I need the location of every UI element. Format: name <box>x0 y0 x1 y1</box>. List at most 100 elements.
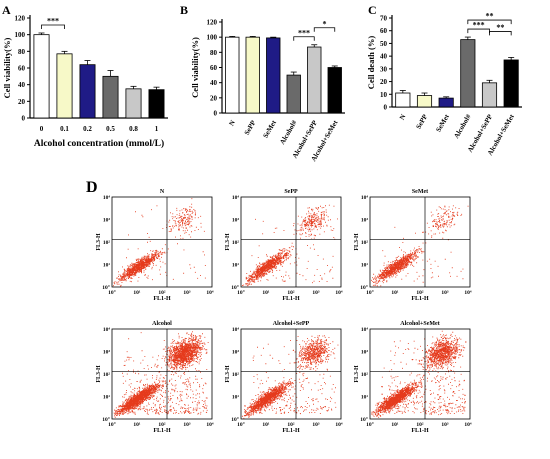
flow-ytick-2-1: 10¹ <box>361 263 369 269</box>
b-ytick-label-4: 80 <box>210 49 218 57</box>
flow-ytick-1-0: 10° <box>231 284 239 291</box>
c-bar-2 <box>438 97 454 108</box>
flow-xlabel-4: FL1-H <box>282 428 300 434</box>
flow-points-1 <box>242 204 338 287</box>
c-sig-label-1: ** <box>486 12 494 21</box>
c-sig-label-2: ** <box>496 23 504 32</box>
b-ytick-label-1: 20 <box>210 94 218 102</box>
flow-ytick-3-2: 10² <box>103 372 111 378</box>
flow-xtick-4-3: 10³ <box>312 422 320 428</box>
flow-title-4: Alcohol+SePP <box>273 321 310 327</box>
flow-ytick-0-1: 10¹ <box>103 263 111 269</box>
flow-xtick-1-4: 10⁴ <box>335 290 343 296</box>
c-y-label: Cell death (%) <box>366 36 376 90</box>
c-bar-0 <box>395 92 411 108</box>
a-ytick-label-6: 120 <box>15 15 26 23</box>
flow-points-5 <box>371 330 467 418</box>
b-bar-2 <box>266 37 281 114</box>
flow-xtick-4-4: 10⁴ <box>335 422 343 428</box>
b-xtick-label-3: Alcohol# <box>278 119 298 146</box>
a-xtick-label-5: 1 <box>155 125 159 133</box>
c-ytick-label-1: 10 <box>380 91 388 99</box>
a-ytick-label-0: 0 <box>22 115 26 123</box>
a-bar-4 <box>125 88 142 119</box>
flow-ytick-4-3: 10³ <box>232 350 240 356</box>
c-sig-bracket-2 <box>489 31 512 36</box>
a-x-label: Alcohol concentration (mmol/L) <box>34 138 164 149</box>
flow-ytick-2-4: 10⁴ <box>361 195 369 201</box>
a-sig-label-0: *** <box>47 17 59 26</box>
flow-xtick-0-1: 10¹ <box>133 290 141 296</box>
flow-points-2 <box>371 205 469 287</box>
flow-xlabel-1: FL1-H <box>282 296 300 302</box>
panel-label-d: D <box>86 179 98 196</box>
flow-ytick-5-0: 10° <box>360 416 368 423</box>
c-ytick-label-3: 30 <box>380 65 388 73</box>
c-ytick-label-0: 0 <box>384 104 388 112</box>
flow-frame-5 <box>369 328 471 420</box>
c-ytick-label-6: 60 <box>380 27 388 35</box>
b-bar-5 <box>327 67 342 114</box>
c-bar-4 <box>481 82 498 108</box>
flow-ytick-4-4: 10⁴ <box>232 327 240 333</box>
flow-ytick-3-1: 10¹ <box>103 395 111 401</box>
c-xtick-label-1: SePP <box>415 112 430 130</box>
c-sig-bracket-1 <box>467 19 512 25</box>
flow-ylabel-1: FL3-H <box>225 233 231 251</box>
flow-ytick-1-2: 10² <box>232 240 240 246</box>
flow-points-3 <box>113 331 209 418</box>
flow-ytick-5-1: 10¹ <box>361 395 369 401</box>
panel-label-b: B <box>180 3 188 17</box>
flow-xtick-2-1: 10¹ <box>391 290 399 296</box>
b-sig-label-1: * <box>323 19 327 28</box>
flow-xtick-5-0: 10° <box>366 421 374 428</box>
b-ytick-label-0: 0 <box>214 110 218 118</box>
flow-xtick-3-1: 10¹ <box>133 422 141 428</box>
flow-xtick-3-0: 10° <box>108 421 116 428</box>
flow-xtick-0-0: 10° <box>108 289 116 296</box>
flow-xtick-4-2: 10² <box>287 422 295 428</box>
b-sig-bracket-0 <box>293 36 315 41</box>
b-sig-bracket-1 <box>313 27 336 32</box>
b-xtick-label-1: SePP <box>243 118 258 136</box>
a-bar-0 <box>33 34 50 119</box>
flow-ytick-3-3: 10³ <box>103 350 111 356</box>
b-xtick-label-0: N <box>228 119 237 127</box>
flow-ytick-2-2: 10² <box>361 240 369 246</box>
flow-title-2: SeMet <box>412 189 428 195</box>
flow-ytick-1-1: 10¹ <box>232 263 240 269</box>
panel-label-c: C <box>368 3 377 17</box>
flow-ylabel-3: FL3-H <box>96 365 102 383</box>
flow-ytick-1-4: 10⁴ <box>232 195 240 201</box>
flow-xlabel-2: FL1-H <box>411 296 429 302</box>
a-ytick-label-5: 100 <box>15 31 26 39</box>
a-bar-2 <box>79 64 96 119</box>
b-bar-0 <box>225 36 240 114</box>
a-xtick-label-2: 0.2 <box>83 125 92 133</box>
c-xtick-label-0: N <box>398 113 407 121</box>
chart-d: N10°10°10¹10¹10²10²10³10³10⁴10⁴FL1-HFL3-… <box>96 189 472 434</box>
flow-ytick-5-3: 10³ <box>361 350 369 356</box>
flow-title-3: Alcohol <box>152 321 172 327</box>
flow-ytick-5-4: 10⁴ <box>361 327 369 333</box>
flow-xtick-5-1: 10¹ <box>391 422 399 428</box>
flow-ytick-1-3: 10³ <box>232 218 240 224</box>
a-bar-1 <box>56 53 73 119</box>
b-ytick-label-6: 120 <box>207 19 218 27</box>
b-ytick-label-5: 100 <box>207 34 218 42</box>
flow-ytick-4-2: 10² <box>232 372 240 378</box>
a-xtick-label-4: 0.8 <box>129 125 138 133</box>
flow-xtick-4-0: 10° <box>237 421 245 428</box>
b-ytick-label-2: 40 <box>210 79 218 87</box>
chart-a: 0 20 40 60 80 100 120 Cell viability(%) 0 0.1 0.2 0… <box>2 15 168 149</box>
panel-label-a: A <box>2 3 11 17</box>
b-sig-label-0: *** <box>298 28 310 37</box>
c-bar-3 <box>460 39 476 108</box>
flow-ytick-3-0: 10° <box>102 416 110 423</box>
flow-ytick-0-3: 10³ <box>103 218 111 224</box>
flow-title-1: SePP <box>284 189 298 195</box>
flow-xtick-4-1: 10¹ <box>262 422 270 428</box>
a-xtick-label-3: 0.5 <box>106 125 115 133</box>
chart-b: 0 20 40 60 80 100 120 Cell viability(%) N SePP SeM… <box>190 19 345 163</box>
flow-xtick-2-2: 10² <box>416 290 424 296</box>
